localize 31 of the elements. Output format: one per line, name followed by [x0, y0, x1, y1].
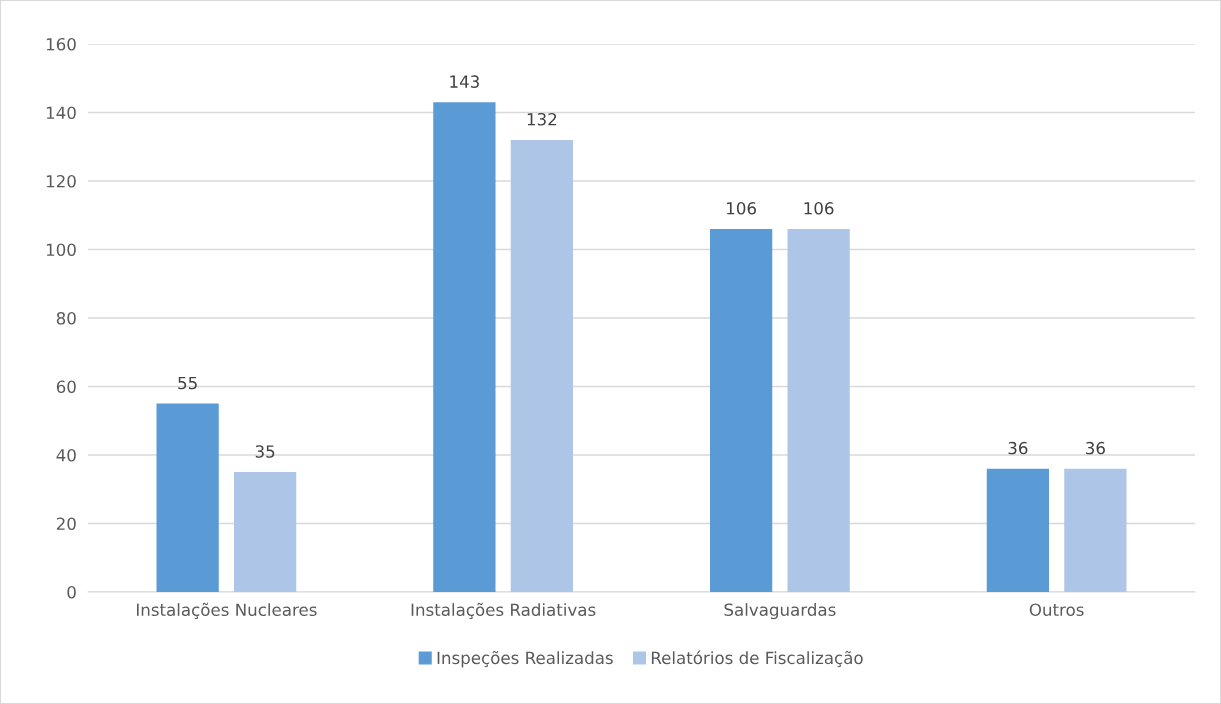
y-tick-label: 160: [46, 37, 76, 51]
y-tick-label: 100: [46, 243, 76, 257]
bar: [233, 472, 297, 592]
legend-label: Relatórios de Fiscalização: [651, 650, 863, 668]
data-label: 106: [727, 202, 756, 215]
data-label: 35: [255, 445, 275, 458]
y-tick-label: 40: [56, 448, 76, 462]
data-label: 106: [804, 202, 834, 215]
y-tick-label: 60: [56, 380, 76, 394]
y-tick-label: 80: [56, 311, 76, 325]
legend-label: Inspeções Realizadas: [437, 650, 613, 668]
bar: [156, 403, 219, 592]
y-tick-label: 0: [67, 585, 76, 599]
bar: [510, 139, 573, 592]
x-tick-label: Instalações Radiativas: [411, 602, 596, 620]
y-tick-label: 20: [56, 517, 76, 531]
x-tick-label: Salvaguardas: [724, 603, 836, 620]
x-tick-label: Outros: [1029, 603, 1084, 617]
bar: [1064, 468, 1127, 592]
data-label: 132: [527, 112, 557, 126]
x-tick-label: Instalações Nucleares: [136, 602, 317, 620]
y-tick-label: 120: [46, 174, 76, 188]
bar: [433, 102, 496, 592]
y-tick-label: 140: [46, 106, 76, 120]
bar: [986, 468, 1050, 592]
bar: [787, 228, 850, 592]
data-label: 143: [450, 75, 479, 88]
data-label: 55: [178, 376, 197, 390]
data-label: 36: [1086, 441, 1105, 455]
data-label: 36: [1008, 441, 1028, 455]
bar: [710, 228, 773, 592]
